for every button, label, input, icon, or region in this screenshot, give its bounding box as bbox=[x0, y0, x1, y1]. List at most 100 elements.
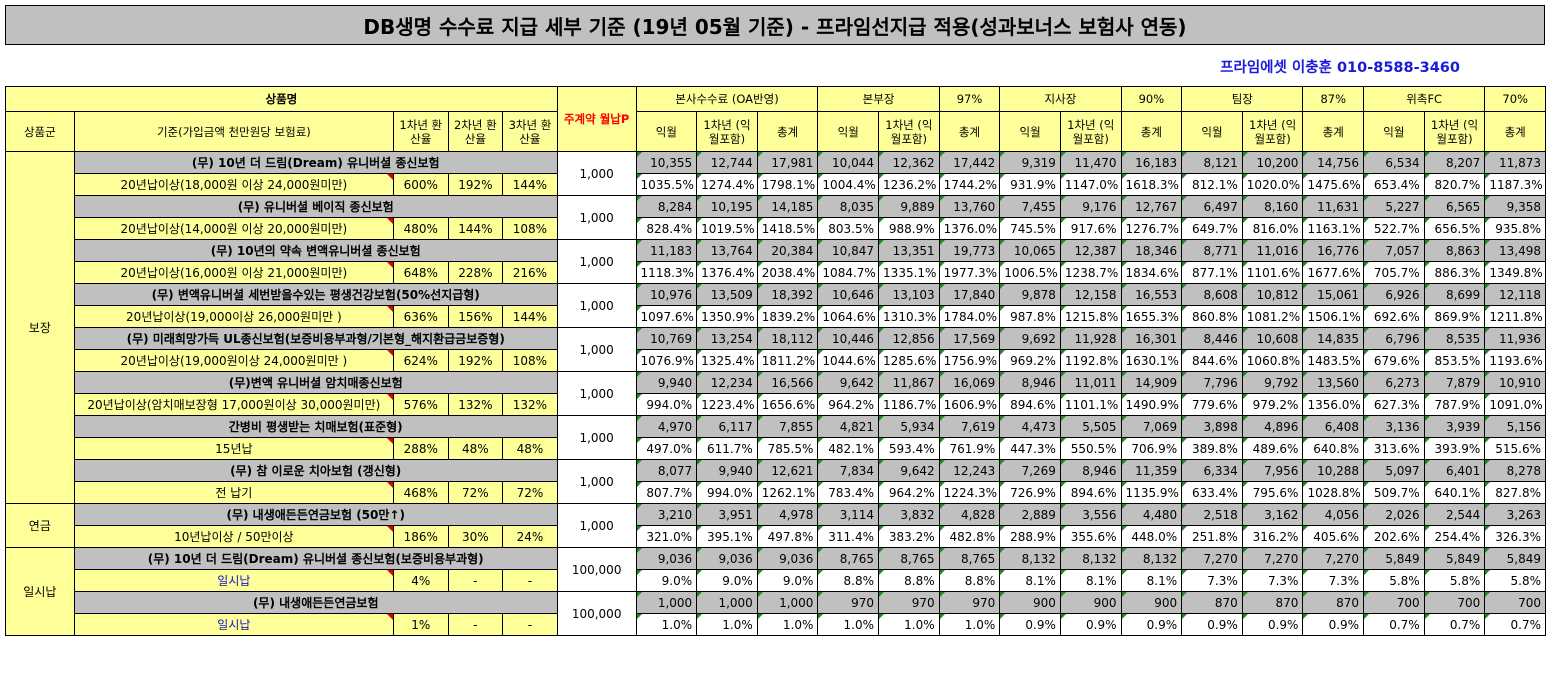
percent-cell: 994.0% bbox=[635, 393, 698, 416]
amount-cell: 3,114 bbox=[817, 503, 880, 526]
percent-cell: 869.9% bbox=[1423, 305, 1486, 328]
percent-cell: 779.6% bbox=[1181, 393, 1243, 416]
amount-cell: 900 bbox=[1120, 591, 1183, 614]
amount-cell: 7,270 bbox=[1302, 547, 1365, 570]
amount-cell: 12,158 bbox=[1059, 283, 1122, 306]
percent-cell: 803.5% bbox=[817, 217, 880, 240]
premium-cell: 1,000 bbox=[556, 239, 637, 284]
table-row: (무) 변액유니버셜 세번받을수있는 평생건강보험(50%선지급형) 1,000 1… bbox=[6, 283, 1546, 328]
percent-cell: 1084.7% bbox=[817, 261, 880, 284]
percent-cell: 311.4% bbox=[817, 525, 880, 548]
percent-cell: 254.4% bbox=[1423, 525, 1486, 548]
amount-cell: 11,011 bbox=[1059, 371, 1122, 394]
amount-cell: 8,284 bbox=[635, 195, 698, 218]
table-row: (무)변액 유니버셜 암치매종신보험 1,000 9,940 12,234 16,566… bbox=[6, 371, 1546, 416]
amount-cell: 4,821 bbox=[817, 415, 880, 438]
amount-cell: 10,812 bbox=[1241, 283, 1304, 306]
percent-cell: 886.3% bbox=[1423, 261, 1486, 284]
amount-cell: 5,849 bbox=[1484, 547, 1546, 570]
amount-cell: 13,760 bbox=[938, 195, 1001, 218]
percent-cell: 795.6% bbox=[1241, 481, 1304, 504]
percent-cell: 1483.5% bbox=[1302, 349, 1365, 372]
table-row: (무) 내생애든든연금보험 100,000 1,000 1,000 1,000 970 97… bbox=[6, 591, 1546, 636]
table-row: 20년납이상(암치매보장형 17,000원이상 30,000원미만) 576% 13… bbox=[6, 393, 1546, 416]
premium-cell: 1,000 bbox=[556, 459, 637, 504]
rate-r1-cell: 648% bbox=[393, 261, 449, 284]
percent-cell: 316.2% bbox=[1241, 525, 1304, 548]
amount-cell: 10,976 bbox=[635, 283, 698, 306]
amount-cell: 16,069 bbox=[938, 371, 1001, 394]
percent-cell: 1756.9% bbox=[938, 349, 1001, 372]
amount-cell: 9,692 bbox=[999, 327, 1061, 350]
percent-cell: 0.7% bbox=[1484, 613, 1546, 636]
product-name: (무)변액 유니버셜 암치매종신보험 bbox=[73, 371, 558, 394]
table-row: 전 납기 468% 72% 72% 807.7% 994.0% 1262.1% 783.4% 9… bbox=[6, 481, 1546, 504]
percent-cell: 969.2% bbox=[999, 349, 1061, 372]
header-sub-year1: 1차년 (익월포함) bbox=[1423, 111, 1486, 152]
condition-cell: 20년납이상(14,000원 이상 20,000원미만) bbox=[73, 217, 395, 240]
amount-cell: 8,121 bbox=[1181, 151, 1243, 174]
amount-cell: 10,847 bbox=[817, 239, 880, 262]
percent-cell: 1238.7% bbox=[1059, 261, 1122, 284]
amount-cell: 970 bbox=[878, 591, 940, 614]
table-row: 일시납 1% - -1.0% 1.0% 1.0% 1.0% 1.0% 1.0% 0.9% 0.9% 0… bbox=[6, 613, 1546, 636]
rate-r3-cell: 108% bbox=[502, 217, 558, 240]
premium-cell: 1,000 bbox=[556, 283, 637, 328]
amount-cell: 8,608 bbox=[1181, 283, 1243, 306]
percent-cell: 1028.8% bbox=[1302, 481, 1365, 504]
amount-cell: 12,243 bbox=[938, 459, 1001, 482]
amount-cell: 9,358 bbox=[1484, 195, 1546, 218]
rate-r2-cell: 48% bbox=[447, 437, 504, 460]
condition-cell: 20년납이상(16,000원 이상 21,000원미만) bbox=[73, 261, 395, 284]
amount-cell: 16,776 bbox=[1302, 239, 1365, 262]
rate-r2-cell: 228% bbox=[447, 261, 504, 284]
condition-cell: 10년납이상 / 50만이상 bbox=[73, 525, 395, 548]
rate-r1-cell: 186% bbox=[393, 525, 449, 548]
rate-r2-cell: 132% bbox=[447, 393, 504, 416]
amount-cell: 10,200 bbox=[1241, 151, 1304, 174]
percent-cell: 627.3% bbox=[1363, 393, 1425, 416]
amount-cell: 17,981 bbox=[756, 151, 819, 174]
amount-cell: 11,867 bbox=[878, 371, 940, 394]
percent-cell: 5.8% bbox=[1363, 569, 1425, 592]
amount-cell: 6,401 bbox=[1423, 459, 1486, 482]
percent-cell: 0.9% bbox=[1059, 613, 1122, 636]
header-basis: 기준(가입금액 천만원당 보험료) bbox=[73, 111, 395, 152]
condition-cell: 15년납 bbox=[73, 437, 395, 460]
percent-cell: 313.6% bbox=[1363, 437, 1425, 460]
condition-cell: 20년납이상(19,000원이상 24,000원미만 ) bbox=[73, 349, 395, 372]
amount-cell: 11,936 bbox=[1484, 327, 1546, 350]
amount-cell: 17,840 bbox=[938, 283, 1001, 306]
amount-cell: 900 bbox=[999, 591, 1061, 614]
percent-cell: 1356.0% bbox=[1302, 393, 1365, 416]
percent-cell: 389.8% bbox=[1181, 437, 1243, 460]
rate-r3-cell: 24% bbox=[502, 525, 558, 548]
header-sub-total: 총계 bbox=[756, 111, 819, 152]
amount-cell: 4,480 bbox=[1120, 503, 1183, 526]
condition-cell: 일시납 bbox=[73, 569, 395, 592]
percent-cell: 1839.2% bbox=[756, 305, 819, 328]
rate-r2-cell: 156% bbox=[447, 305, 504, 328]
amount-cell: 9,319 bbox=[999, 151, 1061, 174]
header-group-team: 팀장 bbox=[1181, 86, 1304, 112]
amount-cell: 9,940 bbox=[696, 459, 758, 482]
amount-cell: 15,061 bbox=[1302, 283, 1365, 306]
header-group-division-pct: 97% bbox=[938, 86, 1001, 112]
percent-cell: 8.1% bbox=[1059, 569, 1122, 592]
percent-cell: 987.8% bbox=[999, 305, 1061, 328]
percent-cell: 1192.8% bbox=[1059, 349, 1122, 372]
percent-cell: 0.7% bbox=[1423, 613, 1486, 636]
table-row: 15년납 288% 48% 48% 497.0% 611.7% 785.5% 482.1% 59… bbox=[6, 437, 1546, 460]
table-row: 일시납 (무) 10년 더 드림(Dream) 유니버셜 종신보험(보증비용부과형… bbox=[5, 547, 1546, 636]
amount-cell: 9,642 bbox=[878, 459, 940, 482]
amount-cell: 14,835 bbox=[1302, 327, 1365, 350]
amount-cell: 6,565 bbox=[1423, 195, 1486, 218]
amount-cell: 8,160 bbox=[1241, 195, 1304, 218]
percent-cell: 1262.1% bbox=[756, 481, 819, 504]
amount-cell: 10,065 bbox=[999, 239, 1061, 262]
amount-cell: 16,566 bbox=[756, 371, 819, 394]
percent-cell: 994.0% bbox=[696, 481, 758, 504]
amount-cell: 18,112 bbox=[756, 327, 819, 350]
amount-cell: 8,207 bbox=[1423, 151, 1486, 174]
condition-cell: 일시납 bbox=[73, 613, 395, 636]
